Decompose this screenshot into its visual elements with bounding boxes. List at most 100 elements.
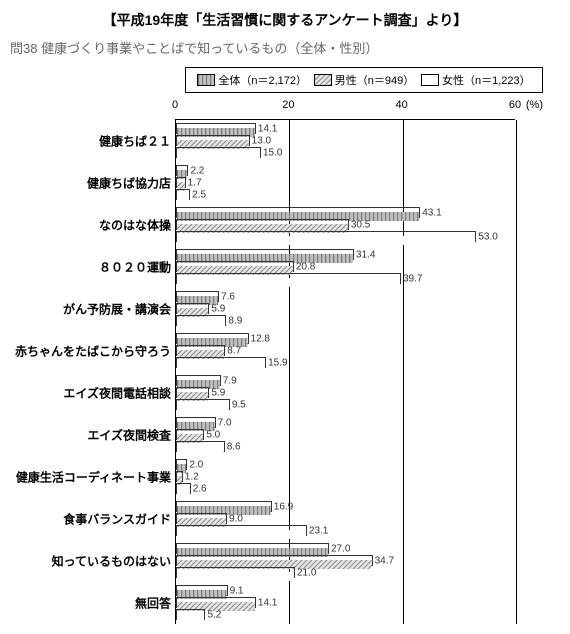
bar-row: 12.8 — [176, 333, 516, 344]
bar-all: 31.4 — [176, 249, 354, 260]
category-label: 健康ちば２１ — [11, 133, 176, 150]
category-group: ８０２０運動31.420.839.7 — [176, 246, 516, 288]
bar-female: 39.7 — [176, 273, 401, 284]
x-tick: 60 — [509, 99, 521, 111]
bar-row: 5.9 — [176, 387, 516, 398]
page-subtitle: 問38 健康づくり事業やことばで知っているもの（全体・性別） — [10, 38, 560, 57]
value-label: 7.9 — [220, 375, 237, 386]
x-axis: (%) 0204060 — [175, 99, 515, 120]
bar-row: 2.6 — [176, 483, 516, 494]
category-group: 食事バランスガイド16.99.023.1 — [176, 498, 516, 540]
bar-row: 21.0 — [176, 567, 516, 578]
category-label: ８０２０運動 — [11, 259, 176, 276]
legend-swatch-all — [197, 74, 215, 86]
bar-male: 13.0 — [176, 135, 250, 146]
bar-row: 43.1 — [176, 207, 516, 218]
gridline — [516, 120, 517, 624]
value-label: 1.7 — [185, 177, 202, 188]
bar-row: 15.9 — [176, 357, 516, 368]
bar-all: 7.6 — [176, 291, 219, 302]
bar-all: 43.1 — [176, 207, 420, 218]
bar-all: 16.9 — [176, 501, 272, 512]
value-label: 2.0 — [186, 459, 203, 470]
bar-row: 9.0 — [176, 513, 516, 524]
bar-female: 21.0 — [176, 567, 295, 578]
legend-swatch-male — [314, 74, 332, 86]
category-group: なのはな体操43.130.553.0 — [176, 204, 516, 246]
bar-row: 2.0 — [176, 459, 516, 470]
bar-row: 14.1 — [176, 597, 516, 608]
bar-row: 23.1 — [176, 525, 516, 536]
legend: 全体（n＝2,172）男性（n＝949）女性（n＝1,223） — [185, 67, 543, 93]
category-label: エイズ夜間検査 — [11, 427, 176, 444]
value-label: 12.8 — [248, 333, 270, 344]
bar-row: 14.1 — [176, 123, 516, 134]
bar-row: 16.9 — [176, 501, 516, 512]
bar-row: 8.6 — [176, 441, 516, 452]
bar-row: 34.7 — [176, 555, 516, 566]
bar-all: 7.0 — [176, 417, 216, 428]
value-label: 14.1 — [255, 597, 277, 608]
bar-female: 2.6 — [176, 483, 191, 494]
value-label: 31.4 — [353, 249, 375, 260]
value-label: 2.2 — [187, 165, 204, 176]
plot-area: 健康ちば２１14.113.015.0健康ちば協力店2.21.72.5なのはな体操… — [175, 120, 516, 624]
bar-female: 15.0 — [176, 147, 261, 158]
bar-row: 5.2 — [176, 609, 516, 620]
category-label: 知っているものはない — [11, 553, 176, 570]
value-label: 8.9 — [225, 315, 242, 326]
category-label: 健康ちば協力店 — [11, 175, 176, 192]
bar-all: 27.0 — [176, 543, 329, 554]
category-group: エイズ夜間電話相談7.95.99.5 — [176, 372, 516, 414]
bar-male: 20.8 — [176, 261, 294, 272]
bar-male: 14.1 — [176, 597, 256, 608]
bar-female: 53.0 — [176, 231, 476, 242]
value-label: 7.6 — [218, 291, 235, 302]
bar-female: 9.5 — [176, 399, 230, 410]
bar-row: 9.5 — [176, 399, 516, 410]
value-label: 2.6 — [190, 483, 207, 494]
bar-male: 5.9 — [176, 387, 209, 398]
bar-row: 5.0 — [176, 429, 516, 440]
bar-row: 2.5 — [176, 189, 516, 200]
bar-all: 14.1 — [176, 123, 256, 134]
bar-row: 7.9 — [176, 375, 516, 386]
bar-row: 7.6 — [176, 291, 516, 302]
bar-all: 7.9 — [176, 375, 221, 386]
legend-label-female: 女性（n＝1,223） — [442, 72, 531, 88]
value-label: 8.6 — [224, 441, 241, 452]
value-label: 53.0 — [475, 231, 497, 242]
bar-row: 31.4 — [176, 249, 516, 260]
category-label: なのはな体操 — [11, 217, 176, 234]
x-tick: 40 — [396, 99, 408, 111]
category-label: 食事バランスガイド — [11, 511, 176, 528]
legend-item-female: 女性（n＝1,223） — [421, 72, 531, 88]
value-label: 30.5 — [348, 219, 370, 230]
bar-row: 2.2 — [176, 165, 516, 176]
value-label: 16.9 — [271, 501, 293, 512]
bar-row: 9.1 — [176, 585, 516, 596]
value-label: 5.9 — [208, 303, 225, 314]
bar-row: 5.9 — [176, 303, 516, 314]
value-label: 23.1 — [306, 525, 328, 536]
category-label: がん予防展・講演会 — [11, 301, 176, 318]
bar-male: 1.7 — [176, 177, 186, 188]
value-label: 9.5 — [229, 399, 246, 410]
page-title: 【平成19年度「生活習慣に関するアンケート調査」より】 — [10, 10, 560, 30]
bar-row: 15.0 — [176, 147, 516, 158]
legend-swatch-female — [421, 74, 439, 86]
bar-female: 23.1 — [176, 525, 307, 536]
category-label: 無回答 — [11, 595, 176, 612]
bar-row: 27.0 — [176, 543, 516, 554]
bar-male: 5.9 — [176, 303, 209, 314]
bar-female: 8.9 — [176, 315, 226, 326]
value-label: 15.9 — [265, 357, 287, 368]
legend-label-all: 全体（n＝2,172） — [218, 72, 307, 88]
value-label: 21.0 — [294, 567, 316, 578]
bar-row: 20.8 — [176, 261, 516, 272]
value-label: 20.8 — [293, 261, 315, 272]
value-label: 8.7 — [224, 345, 241, 356]
bar-male: 5.0 — [176, 429, 204, 440]
chart: 全体（n＝2,172）男性（n＝949）女性（n＝1,223） (%) 0204… — [175, 67, 545, 624]
bar-female: 15.9 — [176, 357, 266, 368]
